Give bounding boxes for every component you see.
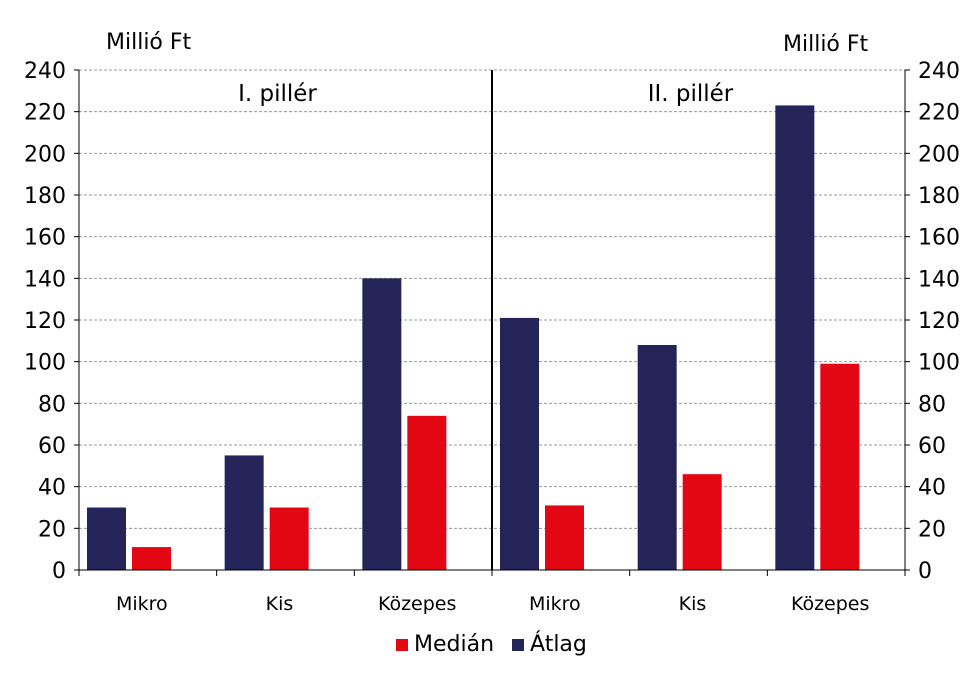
x-tick-label: Mikro (529, 593, 581, 615)
bar-median (820, 363, 860, 570)
y-tick-label-left: 120 (24, 309, 66, 334)
y-tick-label-right: 140 (918, 267, 960, 292)
y-tick-label-right: 220 (918, 101, 960, 126)
bar-average (637, 345, 677, 570)
legend-item-median: Medián (396, 632, 494, 657)
y-tick-label-right: 180 (918, 184, 960, 209)
legend-label-average: Átlag (530, 632, 587, 657)
y-tick-label-right: 160 (918, 226, 960, 251)
bar-average (500, 317, 539, 570)
x-tick-label: Közepes (378, 593, 456, 615)
y-tick-label-left: 180 (24, 184, 66, 209)
y-tick-label-right: 240 (918, 59, 960, 84)
bar-average (87, 507, 126, 570)
y-tick-label-left: 40 (38, 476, 66, 501)
bar-average (224, 455, 264, 570)
legend-label-median: Medián (414, 632, 495, 657)
y-tick-label-right: 200 (918, 142, 960, 167)
x-tick-label: Kis (679, 593, 707, 615)
y-tick-label-right: 120 (918, 309, 960, 334)
y-tick-label-left: 200 (24, 142, 66, 167)
y-tick-label-right: 20 (918, 517, 946, 542)
x-tick-label: Közepes (791, 593, 869, 615)
x-tick-label: Mikro (116, 593, 168, 615)
y-tick-label-left: 20 (38, 517, 66, 542)
x-tick-label: Kis (266, 593, 294, 615)
y-tick-label-left: 160 (24, 226, 66, 251)
y-tick-label-right: 40 (918, 476, 946, 501)
y-tick-label-right: 60 (918, 434, 946, 459)
legend-swatch-median (396, 638, 408, 651)
legend-item-average: Átlag (512, 632, 587, 657)
bar-median (545, 505, 584, 570)
y-tick-label-left: 100 (24, 351, 66, 376)
y-tick-label-left: 80 (38, 392, 66, 417)
y-axis-unit-left: Millió Ft (106, 30, 192, 55)
panel-title: II. pillér (648, 81, 734, 107)
legend: Medián Átlag (396, 632, 605, 657)
bar-median (682, 474, 722, 570)
y-tick-label-right: 100 (918, 351, 960, 376)
bar-median (407, 415, 447, 570)
y-tick-label-left: 240 (24, 59, 66, 84)
y-tick-label-left: 0 (52, 559, 66, 584)
y-tick-label-right: 80 (918, 392, 946, 417)
bar-average (362, 278, 402, 570)
y-tick-label-left: 60 (38, 434, 66, 459)
bar-average (775, 105, 815, 571)
panel-title: I. pillér (238, 81, 317, 107)
y-tick-label-left: 140 (24, 267, 66, 292)
bar-median (269, 507, 309, 570)
y-tick-label-left: 220 (24, 101, 66, 126)
y-axis-unit-right: Millió Ft (783, 32, 869, 57)
y-tick-label-right: 0 (918, 559, 932, 584)
legend-swatch-average (512, 638, 525, 651)
bar-median (132, 547, 171, 570)
